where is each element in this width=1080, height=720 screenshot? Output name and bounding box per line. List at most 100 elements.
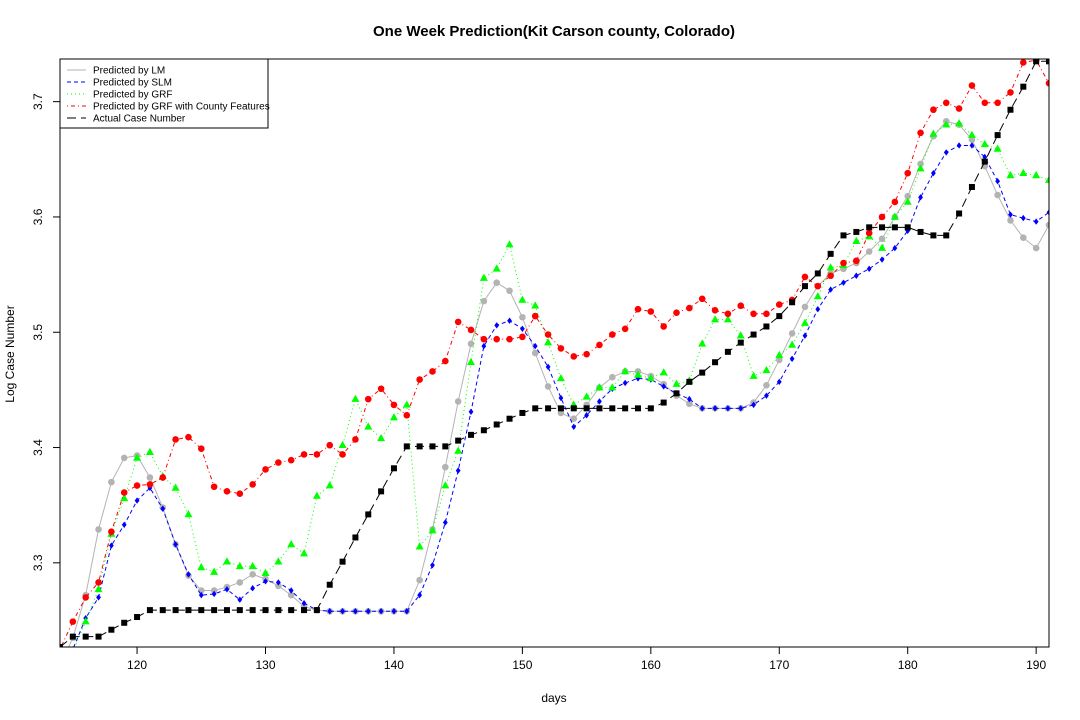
data-point bbox=[647, 405, 654, 412]
data-point bbox=[994, 99, 1001, 107]
data-point bbox=[262, 607, 269, 614]
data-point bbox=[480, 297, 488, 305]
legend-box bbox=[59, 58, 269, 129]
data-point bbox=[659, 368, 668, 376]
data-point bbox=[237, 596, 243, 603]
data-point bbox=[800, 318, 809, 326]
data-point bbox=[1007, 106, 1014, 113]
data-point bbox=[583, 350, 590, 358]
data-point bbox=[878, 213, 886, 221]
data-point bbox=[865, 248, 873, 255]
data-point bbox=[556, 373, 565, 382]
axes-layer: 120 130 140 150 160 170 180 190 3.3 3.4 3.5 3.6 3.7 bbox=[31, 58, 1050, 672]
data-point bbox=[455, 467, 461, 474]
data-point bbox=[621, 325, 629, 333]
data-point bbox=[159, 474, 167, 481]
data-point bbox=[352, 436, 359, 443]
data-point bbox=[197, 445, 205, 452]
data-point bbox=[866, 265, 872, 273]
data-point bbox=[95, 633, 102, 640]
data-point bbox=[532, 405, 539, 412]
data-point bbox=[545, 363, 551, 371]
data-point bbox=[1020, 214, 1026, 222]
data-point bbox=[967, 130, 976, 138]
data-point bbox=[712, 405, 718, 412]
data-point bbox=[750, 331, 757, 338]
data-point bbox=[865, 229, 873, 237]
data-point bbox=[262, 466, 269, 473]
data-point bbox=[943, 232, 950, 239]
data-point bbox=[634, 305, 642, 313]
data-point bbox=[699, 405, 705, 412]
data-point bbox=[544, 331, 552, 338]
data-point bbox=[519, 325, 525, 332]
data-point bbox=[224, 586, 230, 593]
data-point bbox=[686, 400, 693, 408]
data-point bbox=[789, 355, 795, 362]
legend-label: Predicted by GRF bbox=[93, 90, 172, 101]
data-point bbox=[121, 619, 128, 626]
data-point bbox=[275, 582, 282, 590]
data-point bbox=[621, 367, 630, 375]
data-point bbox=[159, 607, 166, 614]
data-point bbox=[724, 310, 732, 318]
data-point bbox=[738, 405, 744, 412]
data-point bbox=[301, 599, 307, 607]
data-point bbox=[633, 370, 642, 378]
data-point bbox=[480, 335, 488, 343]
data-point bbox=[69, 618, 77, 625]
data-point bbox=[801, 283, 808, 290]
data-point bbox=[955, 105, 963, 112]
data-point bbox=[608, 331, 616, 338]
data-point bbox=[929, 129, 938, 137]
data-point bbox=[353, 608, 358, 615]
data-point bbox=[493, 279, 501, 286]
data-point bbox=[930, 106, 937, 114]
data-point bbox=[173, 541, 178, 548]
data-point bbox=[96, 594, 101, 601]
data-point bbox=[776, 378, 782, 386]
data-point bbox=[133, 482, 141, 489]
data-point bbox=[531, 349, 539, 357]
data-point bbox=[1033, 59, 1040, 65]
data-point bbox=[301, 607, 308, 614]
data-point bbox=[994, 191, 1001, 199]
data-point bbox=[428, 526, 437, 534]
data-point bbox=[1020, 59, 1027, 66]
data-point bbox=[891, 198, 899, 206]
data-point bbox=[828, 286, 834, 293]
data-point bbox=[918, 194, 923, 201]
data-point bbox=[968, 82, 976, 89]
data-point bbox=[660, 323, 667, 330]
data-point bbox=[146, 481, 154, 488]
data-point bbox=[145, 447, 154, 455]
data-point bbox=[95, 526, 102, 533]
x-axis-label: days bbox=[541, 691, 566, 705]
data-point bbox=[390, 465, 397, 472]
data-point bbox=[815, 305, 821, 313]
data-point bbox=[826, 263, 835, 271]
data-point bbox=[736, 331, 745, 339]
data-point bbox=[660, 399, 667, 406]
y-tick-label: 3.3 bbox=[31, 554, 45, 571]
data-point bbox=[582, 392, 591, 400]
data-point bbox=[313, 451, 321, 458]
data-point bbox=[557, 345, 565, 352]
data-point bbox=[441, 481, 450, 489]
data-point bbox=[1032, 244, 1040, 252]
data-point bbox=[1006, 171, 1015, 179]
data-point bbox=[505, 240, 514, 248]
data-point bbox=[775, 301, 783, 308]
data-point bbox=[904, 224, 911, 231]
data-point bbox=[879, 256, 885, 263]
data-point bbox=[519, 409, 526, 416]
y-tick-label: 3.5 bbox=[31, 324, 45, 341]
x-tick-label: 140 bbox=[384, 658, 404, 672]
data-point bbox=[570, 405, 577, 412]
data-point bbox=[364, 395, 372, 403]
data-point bbox=[1007, 89, 1014, 96]
data-point bbox=[917, 228, 924, 235]
data-point bbox=[801, 273, 809, 281]
y-tick-label: 3.6 bbox=[31, 208, 45, 225]
data-point bbox=[300, 451, 308, 458]
